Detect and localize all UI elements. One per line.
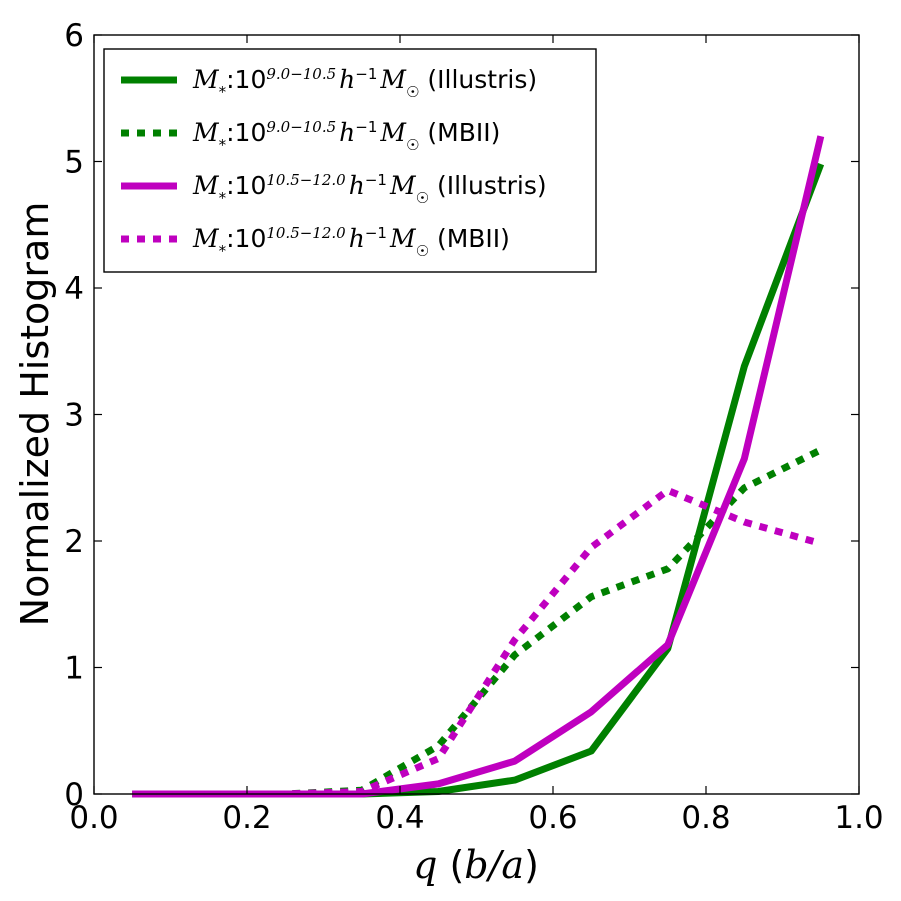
y-tick-label: 4 (64, 271, 84, 307)
legend-label-1: M*:109.0−10.5 h−1 M☉ (Illustris) (192, 65, 537, 101)
legend: M*:109.0−10.5 h−1 M☉ (Illustris) M*:109.0−1… (103, 48, 597, 273)
y-tick-label: 1 (64, 651, 84, 687)
legend-label-4: M*:1010.5−12.0 h−1 M☉ (MBII) (192, 224, 510, 260)
legend-label-2: M*:109.0−10.5 h−1 M☉ (MBII) (192, 118, 500, 154)
y-tick-label: 5 (64, 145, 84, 181)
y-axis-label: Normalized Histogram (13, 202, 57, 627)
y-tick-label: 0 (64, 777, 84, 813)
x-tick-label: 0.8 (681, 800, 730, 836)
y-tick-label: 6 (64, 18, 84, 54)
legend-label-3: M*:1010.5−12.0 h−1 M☉ (Illustris) (192, 171, 547, 207)
y-tick-label: 2 (64, 524, 84, 560)
legend-box (103, 48, 597, 273)
y-tick-labels: 0 1 2 3 4 5 6 (64, 18, 84, 813)
x-tick-label: 0.4 (375, 800, 424, 836)
x-tick-label: 0.6 (528, 800, 577, 836)
x-tick-label: 1.0 (834, 800, 883, 836)
y-tick-label: 3 (64, 398, 84, 434)
x-tick-labels: 0.0 0.2 0.4 0.6 0.8 1.0 (69, 800, 883, 836)
x-tick-label: 0.0 (69, 800, 118, 836)
x-axis-label: q (b/a) (413, 843, 539, 887)
x-tick-label: 0.2 (222, 800, 271, 836)
axis-ticks (93, 34, 860, 795)
